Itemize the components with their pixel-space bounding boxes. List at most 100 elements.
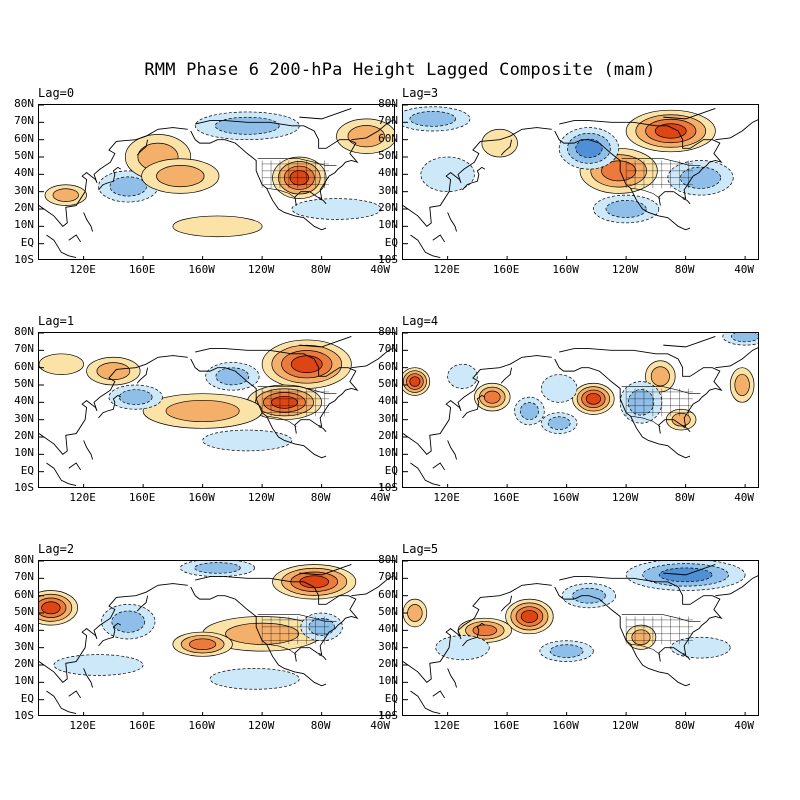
coastline bbox=[190, 358, 327, 459]
political-border bbox=[621, 614, 701, 622]
lon-tick-label: 80W bbox=[310, 491, 331, 504]
coastline bbox=[98, 166, 122, 191]
lat-tick-label: 10S bbox=[14, 253, 34, 266]
lat-tick-label: 30N bbox=[14, 183, 34, 197]
lon-tick-label: 120W bbox=[247, 263, 275, 276]
coastline bbox=[83, 440, 93, 460]
positive-anomaly-contour bbox=[189, 638, 217, 650]
coastline bbox=[715, 119, 758, 141]
positive-anomaly-contour bbox=[41, 601, 61, 615]
lon-tick-label: 160W bbox=[552, 491, 579, 504]
height-anomaly-map bbox=[39, 561, 394, 715]
negative-anomaly-contour bbox=[627, 389, 655, 416]
coastline bbox=[663, 564, 716, 576]
negative-anomaly-contour bbox=[731, 333, 758, 343]
height-anomaly-map bbox=[39, 105, 394, 259]
lat-tick-label: 40N bbox=[14, 622, 34, 636]
coastline bbox=[351, 119, 394, 141]
lon-tick-label: 160W bbox=[188, 719, 215, 732]
lat-tick-label: 40N bbox=[378, 394, 398, 408]
lon-tick-label: 40W bbox=[734, 491, 755, 504]
lat-tick-label: 60N bbox=[378, 359, 398, 373]
coastline bbox=[447, 668, 457, 688]
lat-tick-label: 40N bbox=[14, 394, 34, 408]
negative-anomaly-contour bbox=[680, 166, 721, 189]
positive-anomaly-contour bbox=[96, 362, 131, 381]
lon-tick-label: 120E bbox=[69, 263, 96, 276]
lat-tick-label: 80N bbox=[378, 325, 398, 338]
negative-anomaly-contour bbox=[214, 116, 280, 135]
coastline bbox=[462, 394, 486, 419]
map-frame bbox=[402, 104, 759, 260]
lat-tick-label: EQ bbox=[20, 235, 34, 249]
lon-tick-label: 120E bbox=[69, 491, 96, 504]
negative-anomaly-contour bbox=[420, 156, 475, 193]
lat-tick-label: 10S bbox=[14, 481, 34, 494]
lat-tick-label: 50N bbox=[14, 605, 34, 618]
lat-tick-label: 30N bbox=[378, 183, 398, 197]
lat-tick-label: 30N bbox=[14, 411, 34, 425]
lat-tick-label: 10N bbox=[14, 218, 34, 232]
lat-tick-label: EQ bbox=[20, 463, 34, 477]
lon-tick-label: 120E bbox=[433, 719, 460, 732]
positive-anomaly-contour bbox=[156, 165, 205, 188]
coastline bbox=[318, 426, 327, 433]
lat-tick-label: 70N bbox=[14, 570, 34, 584]
lat-tick-label: 50N bbox=[14, 377, 34, 390]
coastline bbox=[190, 586, 327, 687]
political-border bbox=[621, 386, 701, 394]
lon-tick-label: 160W bbox=[188, 263, 215, 276]
negative-anomaly-contour bbox=[409, 111, 456, 127]
positive-anomaly-contour bbox=[654, 123, 687, 139]
lat-tick-label: 50N bbox=[14, 149, 34, 162]
lat-tick-label: 60N bbox=[14, 359, 34, 373]
political-border bbox=[257, 386, 337, 394]
lat-tick-label: 50N bbox=[378, 377, 398, 390]
coastline bbox=[46, 234, 77, 258]
lag-label: Lag=5 bbox=[402, 542, 439, 556]
coastline bbox=[299, 336, 352, 348]
lat-tick-label: 40N bbox=[14, 166, 34, 180]
lon-tick-label: 40W bbox=[370, 719, 391, 732]
lon-tick-label: 80W bbox=[310, 263, 331, 276]
positive-anomaly-contour bbox=[585, 393, 601, 405]
lat-tick-label: 80N bbox=[378, 553, 398, 566]
coastline bbox=[432, 462, 446, 471]
lag-label: Lag=2 bbox=[38, 542, 75, 556]
lon-tick-label: 120W bbox=[611, 263, 639, 276]
map-frame bbox=[402, 560, 759, 716]
coastline bbox=[447, 212, 457, 232]
coastline bbox=[39, 355, 188, 455]
coastline bbox=[318, 198, 327, 205]
negative-anomaly-contour bbox=[547, 416, 571, 430]
map-frame bbox=[402, 332, 759, 488]
negative-anomaly-contour bbox=[53, 654, 144, 676]
coastline bbox=[136, 367, 149, 384]
positive-anomaly-contour bbox=[481, 128, 518, 158]
lag-label: Lag=0 bbox=[38, 86, 75, 100]
positive-anomaly-contour bbox=[407, 604, 423, 622]
lat-tick-label: 80N bbox=[378, 97, 398, 110]
coastline bbox=[554, 358, 691, 459]
coastline bbox=[432, 234, 446, 243]
negative-anomaly-contour bbox=[549, 644, 584, 658]
coastline bbox=[195, 120, 359, 206]
coastline bbox=[432, 690, 446, 699]
map-frame bbox=[38, 332, 395, 488]
coastline bbox=[682, 654, 691, 661]
coastline bbox=[447, 440, 457, 460]
lat-tick-label: EQ bbox=[384, 463, 398, 477]
lat-tick-label: 10N bbox=[378, 674, 398, 688]
positive-anomaly-contour bbox=[172, 215, 263, 238]
height-anomaly-map bbox=[403, 105, 758, 259]
lat-tick-label: 70N bbox=[378, 114, 398, 128]
coastline bbox=[559, 348, 723, 434]
lat-tick-label: 10N bbox=[14, 446, 34, 460]
coastline bbox=[83, 212, 93, 232]
coastline bbox=[663, 336, 716, 348]
map-frame bbox=[38, 104, 395, 260]
lon-tick-label: 40W bbox=[734, 263, 755, 276]
negative-anomaly-contour bbox=[118, 389, 153, 405]
lon-tick-label: 120W bbox=[247, 719, 275, 732]
coastline bbox=[46, 462, 77, 486]
